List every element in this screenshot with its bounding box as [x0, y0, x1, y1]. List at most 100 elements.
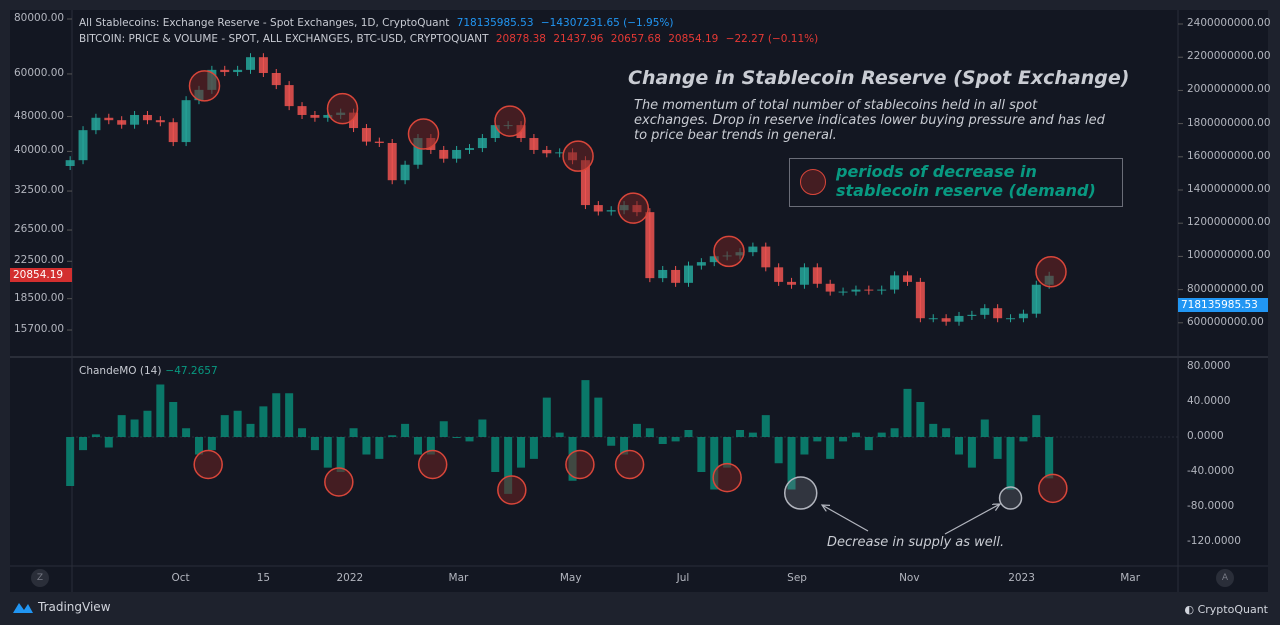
cmo-bar [542, 397, 551, 437]
cmo-bar [194, 437, 203, 455]
candle [967, 314, 977, 316]
candle [104, 117, 114, 121]
cmo-bar [517, 437, 526, 468]
candle [851, 289, 861, 292]
reserve-axis-tick: 2000000000.00 [1187, 83, 1271, 96]
candle [246, 57, 256, 70]
candle [439, 149, 449, 159]
time-axis-tick: Nov [899, 572, 920, 584]
price-axis-tick: 22500.00 [14, 254, 65, 267]
cmo-bar [233, 410, 242, 437]
series1-change: −14307231.65 (−1.95%) [540, 17, 674, 29]
series1-value: 718135985.53 [456, 17, 534, 29]
cmo-bar [594, 397, 603, 437]
candle [580, 160, 590, 206]
cmo-bar [104, 437, 113, 448]
cmo-bar [774, 437, 783, 464]
cmo-bar [491, 437, 500, 472]
price-highlight-circle [407, 118, 440, 150]
reserve-axis-tick: 800000000.00 [1187, 282, 1264, 295]
candle [993, 308, 1003, 319]
cmo-highlight-circle [1038, 473, 1068, 504]
cmo-bar [143, 410, 152, 437]
candle [65, 160, 75, 167]
time-axis-tick: Mar [1120, 572, 1141, 584]
auto-scale-button-right[interactable]: A [1216, 569, 1234, 587]
price-highlight-circle [494, 105, 526, 137]
time-axis-tick: Jul [676, 572, 690, 584]
time-axis-tick: Sep [787, 572, 807, 584]
indicator-legend: ChandeMO (14) −47.2657 [79, 365, 218, 377]
candle [413, 138, 423, 165]
candle [374, 141, 384, 143]
cmo-bar [684, 430, 693, 437]
annotation-legend-text: periods of decrease in stablecoin reserv… [836, 162, 1096, 200]
candle [181, 100, 191, 143]
indicator-value: −47.2657 [165, 365, 218, 377]
cmo-highlight-circle [497, 475, 527, 505]
cmo-bar [285, 393, 294, 437]
arrow-left [822, 505, 869, 532]
cmo-bar [220, 415, 229, 437]
cmo-bar [246, 423, 255, 437]
price-highlight-circle [713, 235, 745, 268]
cmo-bar [259, 406, 268, 437]
cmo-bar [413, 437, 422, 455]
candle [941, 318, 951, 322]
cmo-axis-tick: 0.0000 [1187, 430, 1224, 442]
cmo-bar [993, 437, 1002, 459]
cmo-axis-tick: -80.0000 [1187, 500, 1235, 512]
reserve-axis-tick: 2400000000.00 [1187, 17, 1271, 29]
cmo-bar [310, 437, 319, 451]
cmo-bar [955, 437, 964, 455]
candle [477, 138, 487, 149]
candle [490, 125, 500, 139]
cmo-bar [388, 435, 397, 437]
candle [761, 246, 771, 268]
cmo-bar [890, 428, 899, 437]
cmo-bar [130, 419, 139, 437]
cmo-bar [452, 437, 461, 438]
price-axis-tick: 15700.00 [14, 323, 65, 336]
cmo-bar [864, 437, 873, 451]
cmo-bar [207, 437, 216, 451]
candle [928, 318, 938, 320]
cmo-bar [826, 437, 835, 459]
candle [877, 289, 887, 291]
reserve-axis-tick: 1800000000.00 [1187, 116, 1271, 129]
candle [117, 120, 127, 125]
cmo-bar [787, 437, 796, 490]
cmo-bar [877, 432, 886, 437]
candle [709, 256, 719, 263]
cmo-bar [117, 415, 126, 437]
price-highlight-circle [188, 70, 221, 102]
price-tag: 20854.19 [10, 268, 72, 282]
cmo-bar [929, 423, 938, 437]
price-highlight-circle [326, 92, 359, 125]
candle [130, 114, 140, 125]
cmo-highlight-circle [565, 449, 595, 480]
series1-legend: All Stablecoins: Exchange Reserve - Spot… [79, 17, 677, 29]
cmo-bar [272, 393, 281, 437]
cmo-bar [632, 423, 641, 437]
series2-change: −22.27 (−0.11%) [725, 33, 819, 45]
candle [787, 281, 797, 285]
auto-scale-button-left[interactable]: Z [31, 569, 49, 587]
candle [284, 85, 294, 107]
candle [890, 275, 900, 290]
cmo-bar [323, 437, 332, 468]
cmo-bar [156, 384, 165, 437]
candle [555, 152, 565, 154]
candle [696, 262, 706, 266]
time-axis-tick: 15 [256, 572, 271, 584]
candle [400, 164, 410, 181]
cmo-bar [1006, 437, 1015, 490]
cmo-bar [723, 437, 732, 468]
tradingview-logo[interactable]: TradingView [12, 600, 111, 614]
cmo-neutral-circle [783, 476, 818, 510]
candle [812, 267, 822, 284]
cmo-highlight-circle [712, 462, 742, 493]
annotation-description: The momentum of total number of stableco… [634, 98, 1105, 143]
candle [1006, 318, 1016, 320]
